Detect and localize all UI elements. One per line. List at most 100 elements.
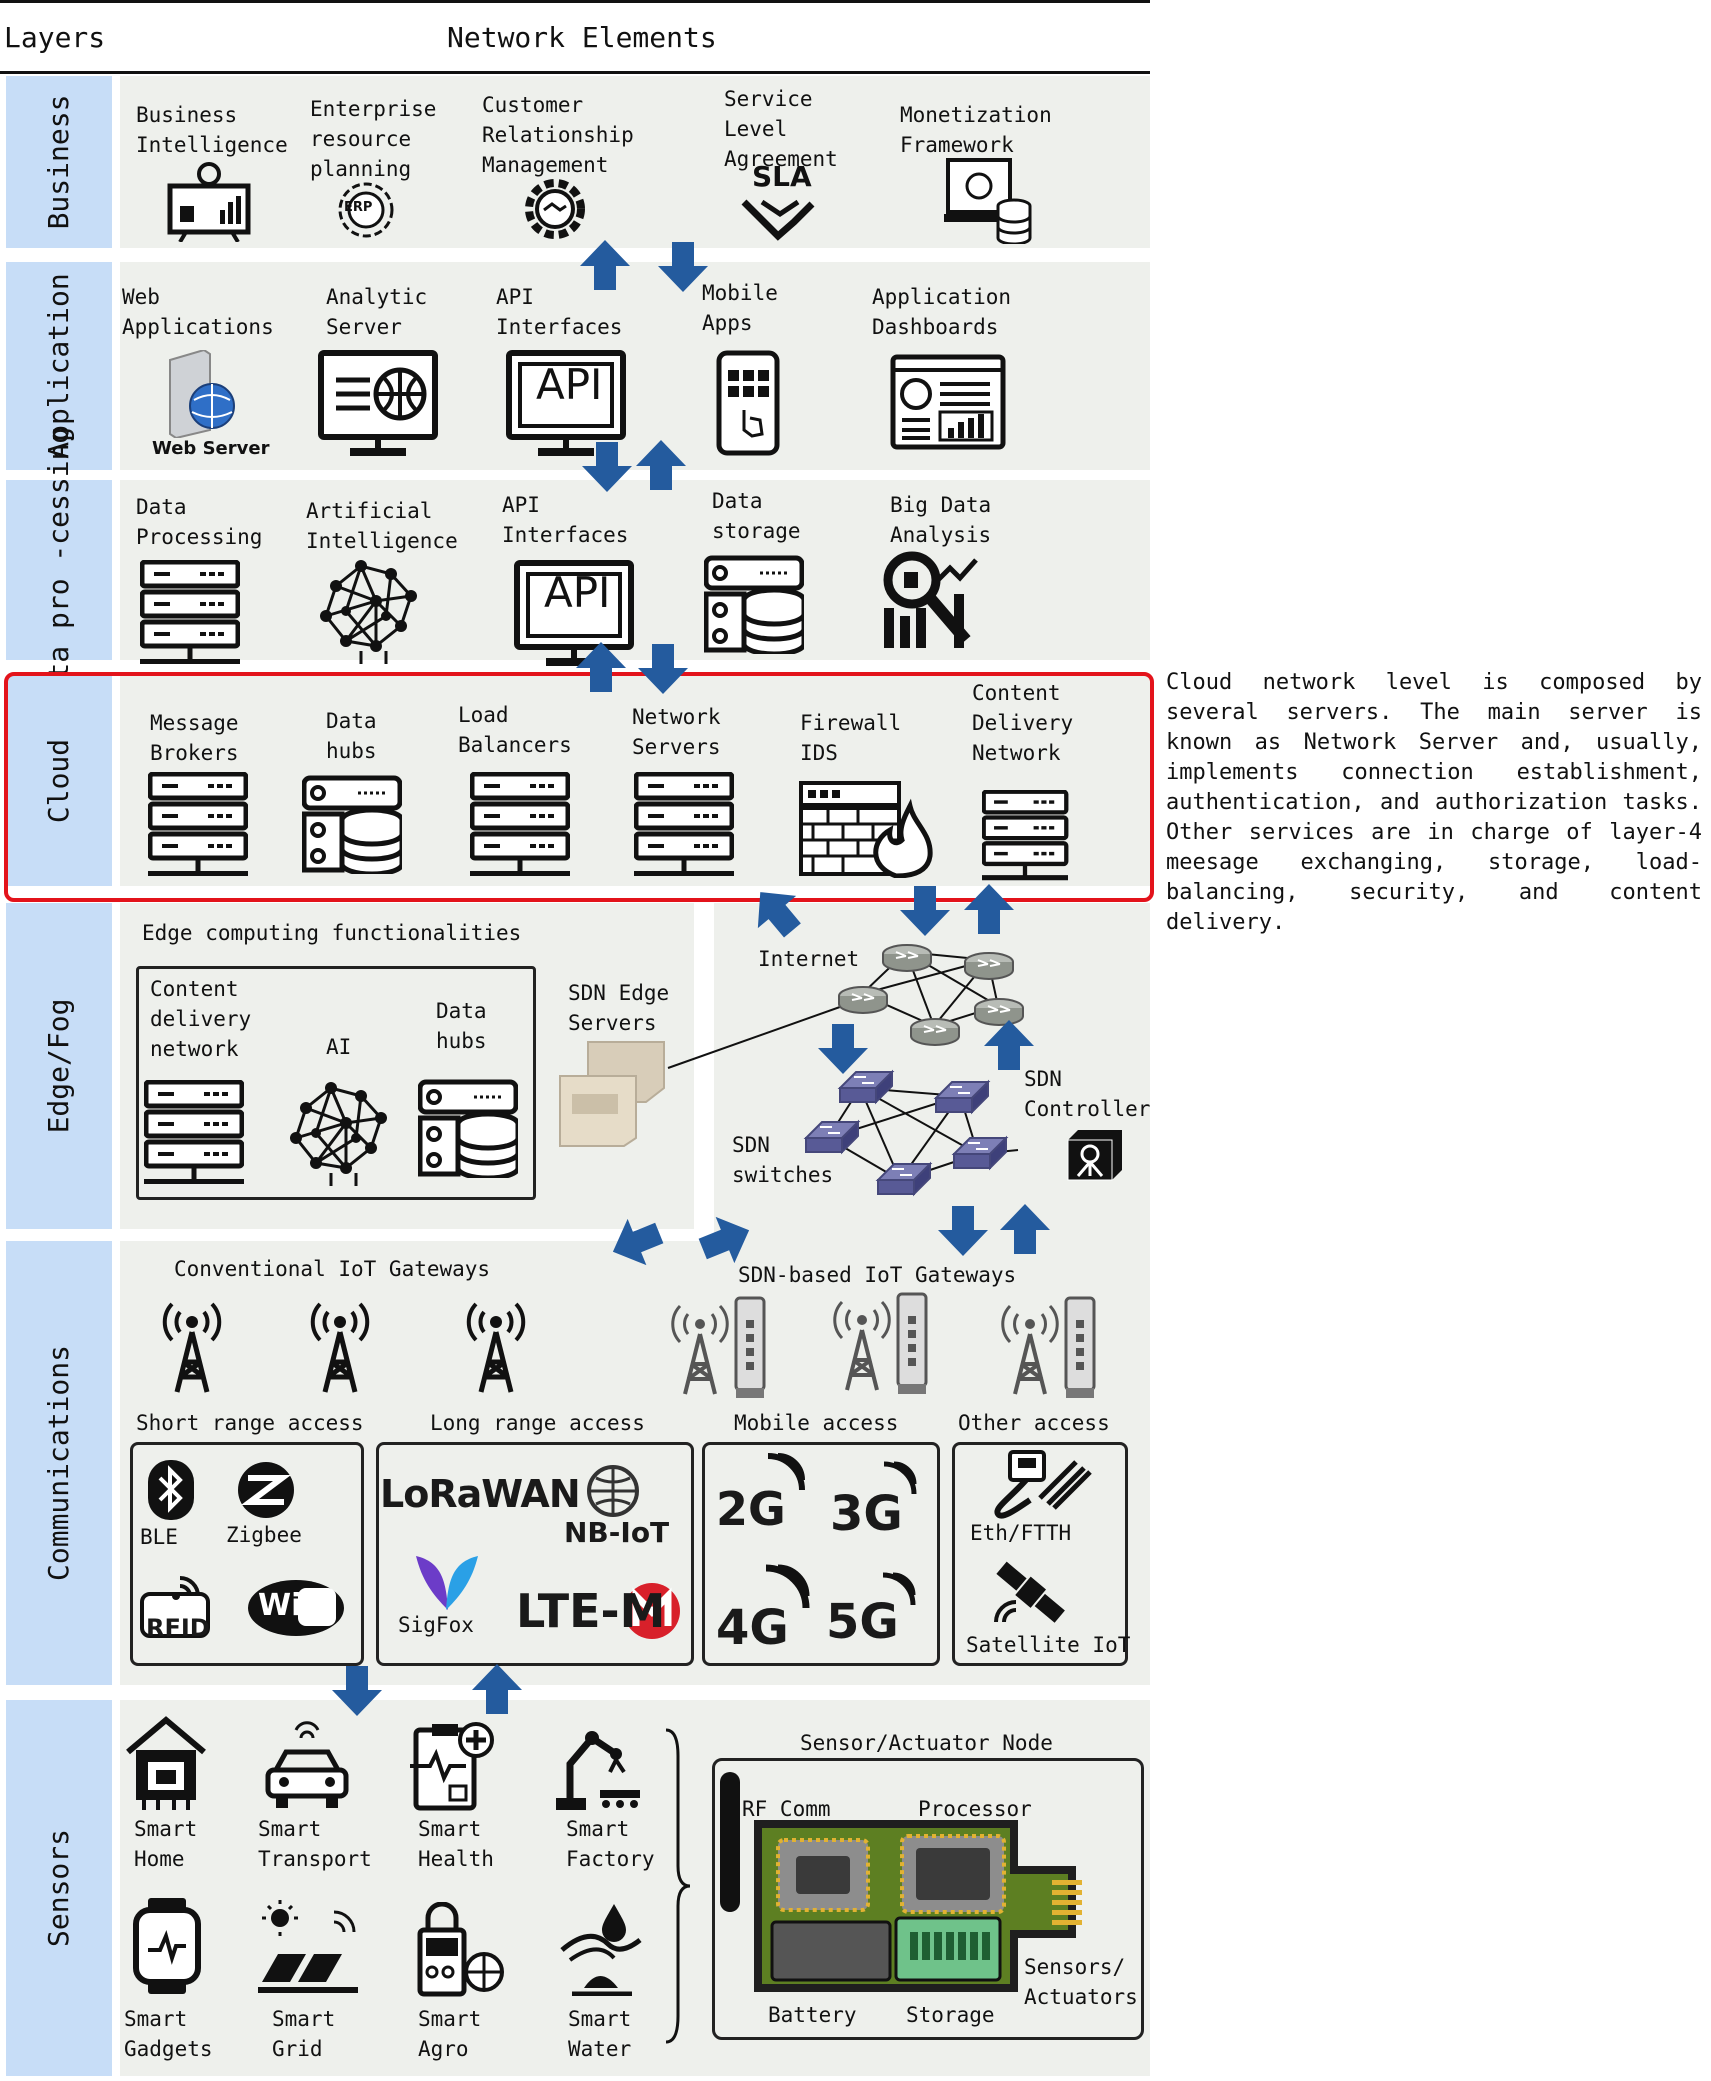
2g-signal-icon xyxy=(767,1453,805,1491)
monetization-laptop-coins-icon xyxy=(944,158,1032,244)
bi-dashboard-icon xyxy=(167,162,251,242)
erp-badge: ERP xyxy=(344,200,373,215)
other-access-label: Other access xyxy=(958,1411,1110,1435)
sdn-gateways-label: SDN-based IoT Gateways xyxy=(738,1263,1017,1287)
long-range-label: Long range access xyxy=(430,1411,645,1435)
arrow-switches-to-internet xyxy=(984,1020,1034,1070)
other-access-box xyxy=(952,1442,1128,1666)
smart-factory-robot-icon xyxy=(556,1731,640,1810)
data-storage-db-icon xyxy=(704,554,804,654)
firewall-icon xyxy=(799,781,933,878)
5g-signal-icon xyxy=(882,1572,916,1606)
edge-cdn-server-icon xyxy=(144,1080,244,1184)
sla-handshake-icon xyxy=(741,199,815,241)
satellite-iot-label: Satellite IoT xyxy=(966,1633,1131,1657)
edge-ai-label: AI xyxy=(326,1035,352,1059)
smart-agro-icon xyxy=(417,1902,504,1997)
monetization-label: Monetization Framework xyxy=(900,103,1052,157)
top-rule xyxy=(0,0,1150,3)
edge-title: Edge computing functionalities xyxy=(142,921,522,945)
ltem-logo: LTE-M xyxy=(516,1584,666,1638)
sensor-node-box xyxy=(712,1758,1144,2040)
layer-label-edge: Edge/Fog xyxy=(6,903,112,1229)
crm-gear-handshake-icon xyxy=(525,179,585,239)
arrow-data-to-cloud xyxy=(638,644,688,694)
smart-water-label: Smart Water xyxy=(568,2007,632,2061)
smart-gadgets-label: Smart Gadgets xyxy=(124,2007,213,2061)
arrow-cloud-to-data xyxy=(576,642,626,692)
cloud-data-hubs-icon xyxy=(302,774,402,874)
header-rule xyxy=(0,71,1150,74)
edge-uplink-line xyxy=(667,1001,855,1069)
short-range-box xyxy=(130,1442,364,1666)
cloud-highlight-frame xyxy=(4,672,1154,902)
data-band xyxy=(120,480,1150,660)
sdn-controller-icon xyxy=(1067,1130,1122,1181)
layer-label-sensors: Sensors xyxy=(6,1700,112,2076)
long-range-box xyxy=(376,1442,694,1666)
ethernet-ftth-icon xyxy=(994,1450,1092,1519)
mobile-apps-label: Mobile Apps xyxy=(702,281,778,335)
3g-logo: 3G xyxy=(830,1486,903,1542)
conventional-gateway-tower-3 xyxy=(466,1292,526,1396)
sla-label: Service Level Agreement xyxy=(724,87,838,171)
layers-header: Layers xyxy=(4,21,106,54)
application-dashboards-label: Application Dashboards xyxy=(872,285,1012,339)
smart-home-icon xyxy=(126,1716,206,1810)
smart-factory-label: Smart Factory xyxy=(566,1817,655,1871)
sigfox-label: SigFox xyxy=(398,1613,474,1637)
smart-transport-label: Smart Transport xyxy=(258,1817,372,1871)
zigbee-label: Zigbee xyxy=(226,1523,302,1547)
conventional-gateways-label: Conventional IoT Gateways xyxy=(174,1257,491,1281)
sdn-switches-mesh-icon xyxy=(805,1071,1019,1195)
ai-label: Artificial Intelligence xyxy=(306,499,458,553)
sdn-gateway-1 xyxy=(670,1296,766,1400)
smart-health-label: Smart Health xyxy=(418,1817,494,1871)
arrow-app-to-data xyxy=(582,442,632,492)
load-balancers-label: Load Balancers xyxy=(458,703,572,757)
arrow-gateways-to-switches xyxy=(1000,1204,1050,1254)
short-range-label: Short range access xyxy=(136,1411,364,1435)
mobile-phone-icon[interactable] xyxy=(716,350,780,456)
layer-label-cloud: Cloud xyxy=(6,676,112,886)
load-balancers-server-icon xyxy=(470,772,570,876)
sdn-edge-servers-label: SDN Edge Servers xyxy=(568,981,670,1035)
mobile-access-label: Mobile access xyxy=(734,1411,899,1435)
crm-label: Customer Relationship Management xyxy=(482,93,634,177)
erp-gear-icon xyxy=(338,182,394,238)
edge-ai-brain-icon xyxy=(288,1080,389,1188)
rfid-label: RFID xyxy=(146,1614,210,1642)
api-monitor-icon xyxy=(506,350,626,458)
arrow-switches-to-gateways xyxy=(938,1206,988,1256)
web-server-caption: Web Server xyxy=(152,438,270,459)
cloud-description: Cloud network level is composed by sever… xyxy=(1166,670,1702,935)
business-intelligence-label: Business Intelligence xyxy=(136,103,288,157)
edge-cdn-label: Content delivery network xyxy=(150,977,252,1061)
smart-health-icon xyxy=(410,1722,494,1811)
lorawan-logo: LoRaWAN xyxy=(380,1472,581,1516)
api-interfaces-label-data: API Interfaces xyxy=(502,493,629,547)
analytic-server-monitor-icon xyxy=(318,350,438,458)
wifi-logo xyxy=(248,1580,344,1636)
internet-label: Internet xyxy=(758,947,860,971)
network-elements-header: Network Elements xyxy=(447,21,717,54)
eth-ftth-label: Eth/FTTH xyxy=(970,1521,1072,1545)
cloud-data-hubs-label: Data hubs xyxy=(326,709,377,763)
5g-logo: 5G xyxy=(826,1594,899,1650)
sensor-node-title: Sensor/Actuator Node xyxy=(800,1731,1053,1755)
mobile-box xyxy=(702,1442,940,1666)
arrow-cloud-to-internet xyxy=(900,886,950,936)
layer-label-data: Data pro -cessing xyxy=(6,427,112,713)
sensor-node-board xyxy=(720,1772,1082,1992)
sigfox-icon xyxy=(416,1556,478,1610)
big-data-analysis-icon xyxy=(883,551,978,648)
sdn-switches-label: SDN switches xyxy=(732,1133,834,1187)
battery-label: Battery xyxy=(768,2003,857,2027)
data-processing-server-icon xyxy=(140,560,240,664)
analytic-server-label: Analytic Server xyxy=(326,285,428,339)
arrow-data-to-app xyxy=(636,440,686,490)
web-applications-label: Web Applications xyxy=(122,285,274,339)
wifi-label: WiFi xyxy=(258,1588,333,1623)
arrow-comm-to-sensors xyxy=(332,1666,382,1716)
sdn-gateway-2 xyxy=(832,1292,928,1396)
